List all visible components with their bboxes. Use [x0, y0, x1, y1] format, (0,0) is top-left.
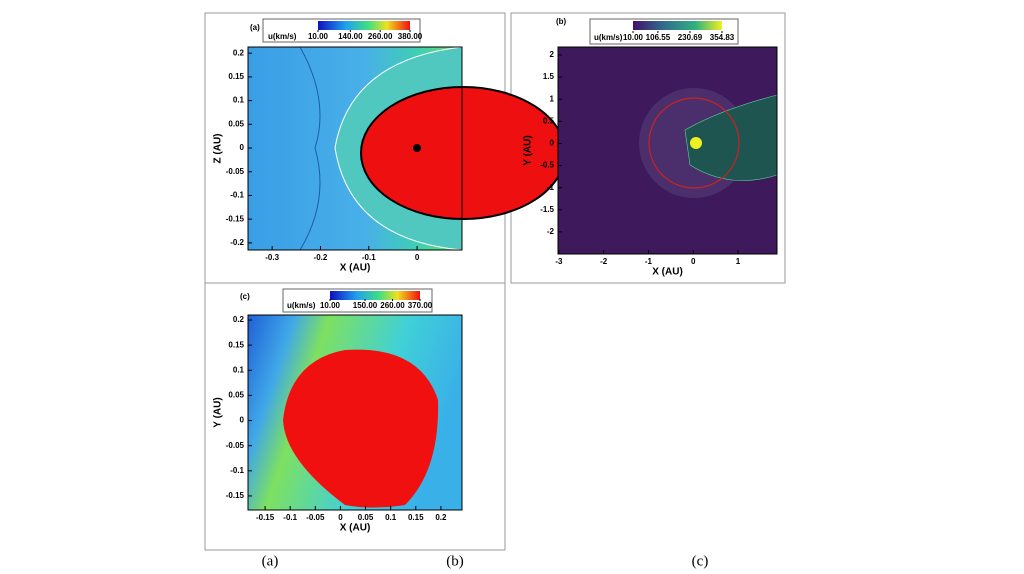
x-tick-label: -0.1	[362, 253, 376, 262]
y-tick-label: -0.1	[230, 191, 244, 200]
y-tick-label: 0	[240, 416, 245, 425]
field-c	[248, 315, 462, 510]
x-tick-label: -0.1	[283, 513, 297, 522]
colorbar-tick-label: 150.00	[353, 301, 378, 310]
x-tick-label: -2	[600, 257, 608, 266]
x-tick-label: 0.1	[385, 513, 397, 522]
colorbar-tick-label: 260.00	[368, 32, 393, 41]
colorbar-tick-label: 370.00	[408, 301, 433, 310]
plot-area	[557, 46, 778, 255]
y-tick-label: 0.1	[233, 365, 245, 374]
colorbar-title: u(km/s)	[594, 33, 623, 42]
colorbar	[318, 21, 410, 30]
y-tick-label: 0.15	[228, 72, 244, 81]
y-tick-label: 1	[550, 94, 555, 103]
y-tick-label: -1	[547, 183, 555, 192]
colorbar-tick-label: 230.69	[678, 33, 703, 42]
panel-frame	[204, 282, 506, 551]
y-tick-label: -0.05	[226, 167, 245, 176]
caption: (b)	[446, 553, 464, 569]
colorbar	[330, 291, 420, 300]
x-tick-label: 0	[691, 257, 696, 266]
colorbar-title: u(km/s)	[268, 32, 297, 41]
colorbar-tick-label: 380.00	[398, 32, 423, 41]
y-tick-label: -0.1	[230, 466, 244, 475]
y-tick-label: 2	[550, 50, 555, 59]
field-a	[248, 46, 566, 251]
y-tick-label: 0.2	[233, 315, 245, 324]
x-tick-label: 0.2	[435, 513, 447, 522]
colorbar	[633, 21, 722, 30]
colorbar-tick-label: 10.00	[623, 33, 644, 42]
y-axis-label: Y (AU)	[213, 397, 224, 427]
y-tick-label: 0.5	[543, 116, 555, 125]
y-tick-label: -1.5	[540, 205, 554, 214]
x-axis-label: X (AU)	[652, 267, 683, 278]
colorbar-tick-label: 260.00	[380, 301, 405, 310]
y-tick-label: 0	[240, 143, 245, 152]
y-tick-label: -0.2	[230, 238, 244, 247]
y-tick-label: 0.05	[228, 391, 244, 400]
panel-tag: (b)	[556, 17, 567, 26]
x-tick-label: 0	[415, 253, 420, 262]
panel-tag: (a)	[250, 23, 260, 32]
x-tick-label: -0.15	[256, 513, 275, 522]
colorbar-title: u(km/s)	[287, 301, 316, 310]
y-tick-label: -0.5	[540, 161, 554, 170]
y-tick-label: -0.15	[226, 491, 245, 500]
colorbar-tick-label: 10.00	[308, 32, 329, 41]
y-tick-label: 0.1	[233, 96, 245, 105]
x-tick-label: 0.05	[358, 513, 374, 522]
colorbar-tick-label: 140.00	[338, 32, 363, 41]
plot-area	[247, 314, 463, 511]
field-b	[558, 47, 778, 254]
y-tick-label: 0.15	[228, 340, 244, 349]
x-tick-label: -0.3	[265, 253, 279, 262]
x-tick-label: -3	[555, 257, 563, 266]
caption: (a)	[262, 553, 279, 569]
x-tick-label: 1	[736, 257, 741, 266]
x-tick-label: -1	[645, 257, 653, 266]
colorbar-tick-label: 10.00	[320, 301, 341, 310]
y-tick-label: 0.05	[228, 119, 244, 128]
y-axis-label: Y (AU)	[523, 135, 534, 165]
x-axis-label: X (AU)	[340, 263, 371, 274]
y-tick-label: -0.15	[226, 214, 245, 223]
caption: (c)	[692, 553, 709, 569]
y-tick-label: -2	[547, 227, 555, 236]
y-tick-label: 0	[550, 139, 555, 148]
x-tick-label: -0.2	[314, 253, 328, 262]
y-tick-label: -0.05	[226, 441, 245, 450]
x-tick-label: 0	[338, 513, 343, 522]
colorbar-tick-label: 106.55	[646, 33, 671, 42]
colorbar-tick-label: 354.83	[710, 33, 735, 42]
y-tick-label: 0.2	[233, 48, 245, 57]
panel-tag: (c)	[240, 292, 250, 301]
y-axis-label: Z (AU)	[213, 134, 224, 164]
y-tick-label: 1.5	[543, 72, 555, 81]
x-tick-label: 0.15	[408, 513, 424, 522]
x-tick-label: -0.05	[306, 513, 325, 522]
x-axis-label: X (AU)	[340, 523, 371, 534]
